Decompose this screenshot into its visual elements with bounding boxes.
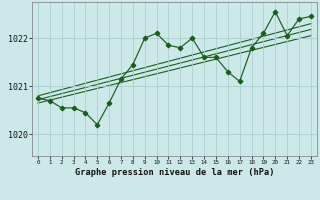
X-axis label: Graphe pression niveau de la mer (hPa): Graphe pression niveau de la mer (hPa) — [75, 168, 274, 177]
